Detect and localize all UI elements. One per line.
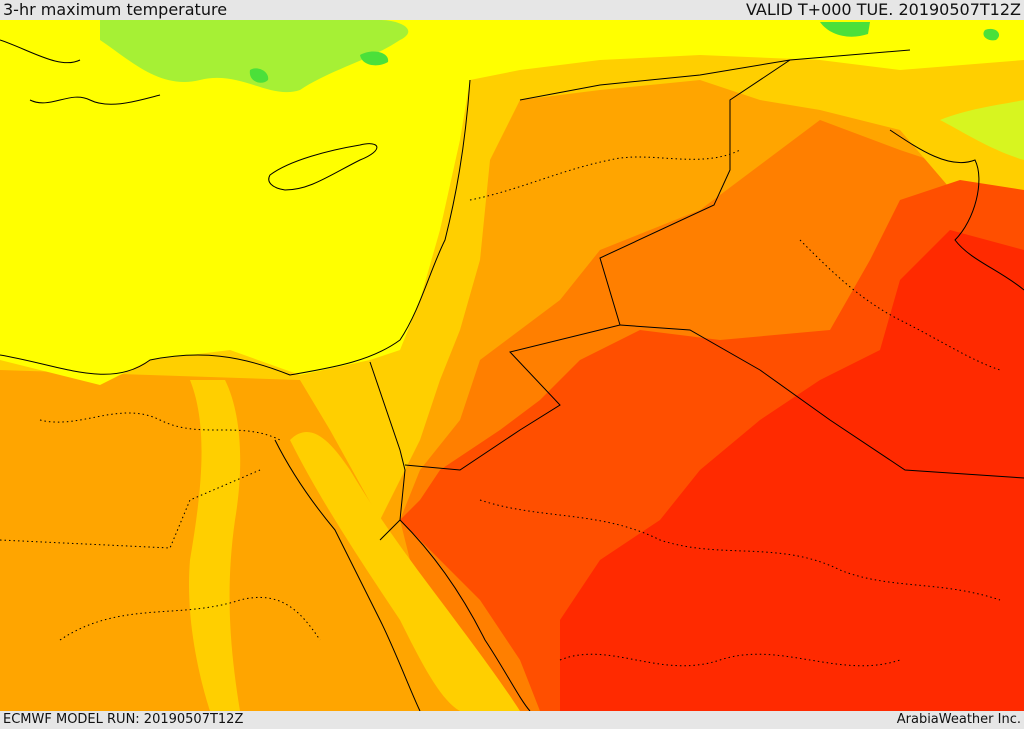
province-borders	[0, 149, 1001, 667]
country-borders	[0, 39, 1024, 711]
zone-yellow-green	[940, 100, 1024, 262]
credit-label: ArabiaWeather Inc.	[896, 712, 1021, 727]
model-run-label: ECMWF MODEL RUN: 20190507T12Z	[3, 712, 244, 727]
temperature-map[interactable]	[0, 20, 1024, 711]
valid-time-label: VALID T+000 TUE. 20190507T12Z	[745, 0, 1021, 19]
footer-bar: ECMWF MODEL RUN: 20190507T12Z ArabiaWeat…	[0, 711, 1024, 729]
header-bar: 3-hr maximum temperature VALID T+000 TUE…	[0, 0, 1024, 20]
zone-light-green	[100, 20, 409, 93]
zone-red	[560, 230, 1024, 711]
red-sea	[290, 431, 520, 711]
map-title: 3-hr maximum temperature	[3, 0, 228, 19]
map-canvas	[0, 20, 1024, 711]
zone-nile-amber	[189, 380, 241, 711]
zone-yellow	[0, 20, 1024, 385]
